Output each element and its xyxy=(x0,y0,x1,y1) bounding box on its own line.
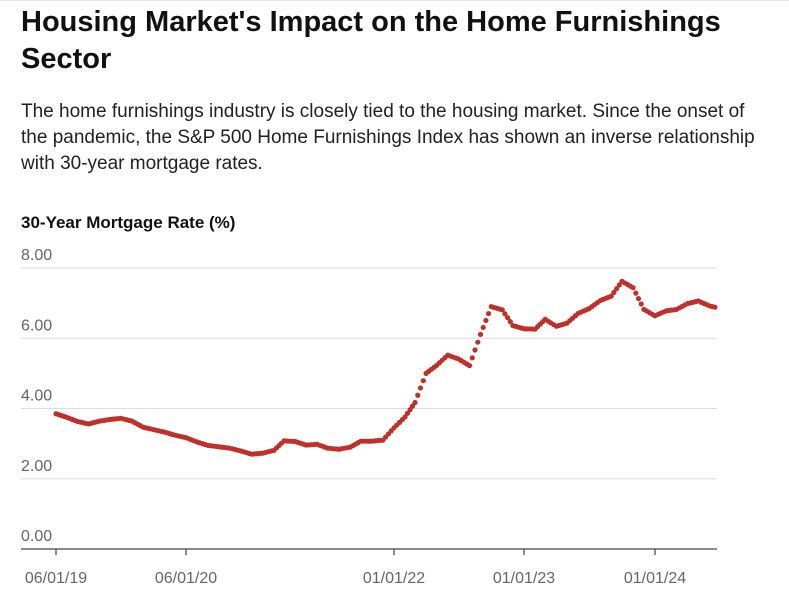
data-point xyxy=(420,378,426,384)
chart-subtitle: The home furnishings industry is closely… xyxy=(21,101,755,174)
data-point xyxy=(469,355,475,361)
data-point xyxy=(417,385,424,391)
data-point xyxy=(477,331,484,337)
data-point xyxy=(505,315,511,321)
data-point xyxy=(613,286,620,292)
data-point xyxy=(475,339,481,345)
x-tick-label: 01/01/23 xyxy=(493,570,555,587)
data-point xyxy=(483,317,489,324)
x-tick-label: 06/01/20 xyxy=(155,570,217,587)
y-tick-label: 8.00 xyxy=(21,247,52,264)
data-point xyxy=(480,324,486,331)
x-tick-label: 01/01/24 xyxy=(624,570,686,587)
data-point xyxy=(502,311,508,317)
top-border xyxy=(0,0,789,1)
data-point xyxy=(611,289,617,296)
data-point xyxy=(608,293,614,299)
y-tick-label: 4.00 xyxy=(21,388,52,405)
x-tick-label: 06/01/19 xyxy=(25,570,87,587)
y-tick-labels: 0.00 2.00 4.00 6.00 8.00 xyxy=(21,247,52,545)
data-point xyxy=(507,319,513,325)
data-point xyxy=(499,307,505,313)
y-tick-label: 0.00 xyxy=(21,528,52,545)
y-axis-title: 30-Year Mortgage Rate (%) xyxy=(21,213,236,232)
gridlines xyxy=(21,267,717,480)
chart-title: Housing Market's Impact on the Home Furn… xyxy=(21,6,721,75)
data-point xyxy=(485,310,492,317)
data-point xyxy=(415,392,421,398)
data-point xyxy=(635,295,642,302)
data-point xyxy=(412,399,418,406)
data-point xyxy=(638,301,644,307)
data-point xyxy=(712,304,718,310)
y-tick-label: 2.00 xyxy=(21,458,52,475)
data-point xyxy=(630,285,636,291)
data-point xyxy=(633,290,639,296)
x-tick-label: 01/01/22 xyxy=(363,570,425,587)
data-points xyxy=(53,278,718,457)
y-tick-label: 6.00 xyxy=(21,317,52,334)
data-point xyxy=(472,347,478,353)
x-axis: 06/01/19 06/01/20 01/01/22 01/01/23 01/01/24 xyxy=(21,548,717,587)
data-point xyxy=(616,282,622,288)
data-point xyxy=(466,363,473,369)
